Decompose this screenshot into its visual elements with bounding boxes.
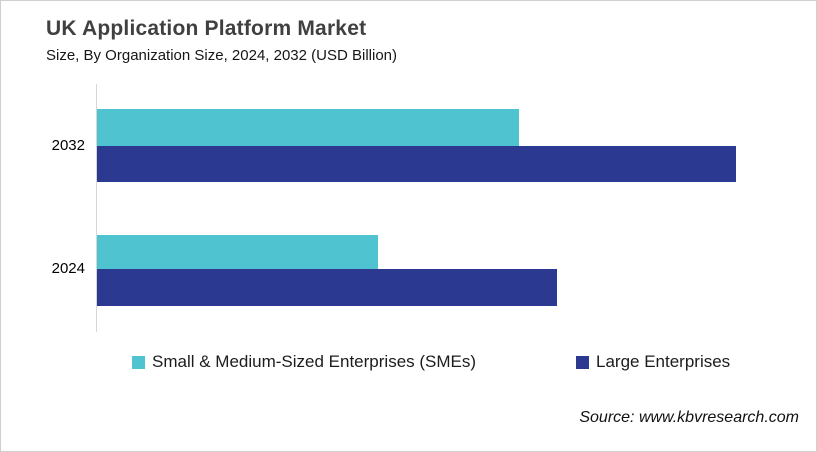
bar-large-2032 <box>97 146 737 182</box>
plot-area: 2032 2024 <box>52 84 813 332</box>
chart-header: UK Application Platform Market Size, By … <box>46 17 397 64</box>
y-axis-tick-2024: 2024 <box>51 260 85 277</box>
legend-label-smes: Small & Medium-Sized Enterprises (SMEs) <box>152 352 477 371</box>
y-axis-tick-2032: 2032 <box>51 137 85 154</box>
legend-swatch-smes-icon <box>132 355 145 369</box>
bar-large-2024 <box>97 269 558 306</box>
legend-item-large: Large Enterprises <box>576 352 730 372</box>
chart-title: UK Application Platform Market <box>46 17 367 40</box>
bar-smes-2024 <box>97 235 379 269</box>
source-credit: Source: www.kbvresearch.com <box>579 409 799 426</box>
bar-smes-2032 <box>97 109 519 146</box>
chart-subtitle: Size, By Organization Size, 2024, 2032 (… <box>46 47 398 64</box>
legend-item-smes: Small & Medium-Sized Enterprises (SMEs) <box>132 352 476 372</box>
legend-swatch-large-icon <box>576 355 589 369</box>
legend-label-large: Large Enterprises <box>596 352 731 371</box>
